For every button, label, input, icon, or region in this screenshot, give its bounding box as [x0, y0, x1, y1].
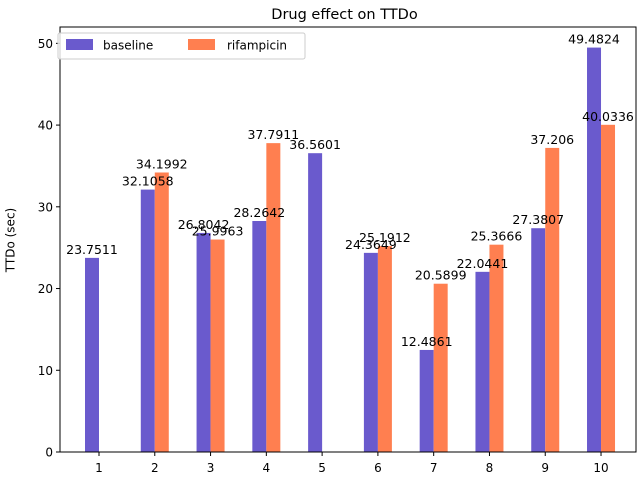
data-label-rifampicin-7: 20.5899 — [415, 268, 467, 283]
data-label-baseline-2: 32.1058 — [122, 174, 174, 189]
x-tick-label: 9 — [541, 461, 549, 475]
data-label-rifampicin-6: 25.1912 — [359, 230, 411, 245]
y-tick-label: 0 — [45, 446, 53, 460]
chart-title: Drug effect on TTDo — [271, 7, 418, 23]
legend-label-rifampicin: rifampicin — [227, 39, 287, 53]
bar-baseline-7 — [419, 349, 434, 452]
bar-rifampicin-10 — [601, 124, 616, 452]
bar-rifampicin-7 — [433, 283, 448, 452]
data-label-baseline-10: 49.4824 — [568, 32, 620, 47]
x-tick-label: 6 — [374, 461, 382, 475]
bars-layer — [85, 47, 616, 452]
data-label-rifampicin-10: 40.0336 — [582, 109, 634, 124]
x-tick-label: 7 — [430, 461, 438, 475]
bar-baseline-9 — [531, 228, 546, 452]
data-label-baseline-7: 12.4861 — [401, 334, 453, 349]
bar-rifampicin-2 — [154, 172, 169, 452]
bar-baseline-5 — [308, 153, 323, 452]
legend-swatch-baseline — [66, 39, 93, 50]
data-label-rifampicin-8: 25.3666 — [471, 229, 523, 244]
bar-baseline-6 — [363, 252, 378, 452]
data-label-rifampicin-9: 37.206 — [530, 132, 574, 147]
data-label-rifampicin-3: 25.9963 — [192, 224, 244, 239]
legend: baseline rifampicin — [57, 32, 306, 60]
x-tick-label: 2 — [151, 461, 159, 475]
y-tick-label: 10 — [38, 364, 53, 378]
bar-baseline-4 — [252, 220, 267, 452]
bar-rifampicin-3 — [210, 239, 225, 452]
x-axis: 1 2 3 4 5 6 7 8 9 10 — [95, 452, 609, 475]
legend-label-baseline: baseline — [103, 39, 153, 53]
y-tick-label: 20 — [38, 282, 53, 296]
x-tick-label: 4 — [263, 461, 271, 475]
y-tick-label: 50 — [38, 37, 53, 51]
x-tick-label: 8 — [486, 461, 494, 475]
x-tick-label: 1 — [95, 461, 103, 475]
plot-frame — [59, 26, 637, 453]
x-tick-label: 5 — [318, 461, 326, 475]
x-tick-label: 10 — [593, 461, 608, 475]
data-label-baseline-4: 28.2642 — [233, 205, 285, 220]
data-label-baseline-1: 23.7511 — [66, 242, 118, 257]
data-label-rifampicin-4: 37.7911 — [247, 127, 299, 142]
bar-rifampicin-4 — [266, 143, 281, 452]
y-axis: 0 10 20 30 40 50 — [38, 37, 60, 460]
bar-rifampicin-9 — [545, 147, 560, 452]
y-axis-label: TTDo (sec) — [4, 208, 18, 273]
bar-baseline-10 — [587, 47, 602, 452]
bar-baseline-2 — [140, 189, 155, 452]
bar-baseline-8 — [475, 271, 490, 452]
x-tick-label: 3 — [207, 461, 215, 475]
data-label-baseline-9: 27.3807 — [512, 212, 564, 227]
data-label-rifampicin-2: 34.1992 — [136, 156, 188, 171]
y-tick-label: 30 — [38, 200, 53, 214]
data-label-baseline-8: 22.0441 — [457, 256, 509, 271]
data-label-baseline-3: 26.8042 — [178, 217, 230, 232]
data-label-baseline-6: 24.3649 — [345, 237, 397, 252]
bar-rifampicin-8 — [489, 244, 504, 452]
legend-swatch-rifampicin — [188, 39, 215, 50]
bar-rifampicin-6 — [377, 246, 392, 452]
legend-box — [57, 32, 306, 60]
data-label-baseline-5: 36.5601 — [289, 137, 341, 152]
bar-baseline-3 — [196, 232, 211, 452]
bar-baseline-1 — [85, 257, 99, 452]
y-tick-label: 40 — [38, 119, 53, 133]
